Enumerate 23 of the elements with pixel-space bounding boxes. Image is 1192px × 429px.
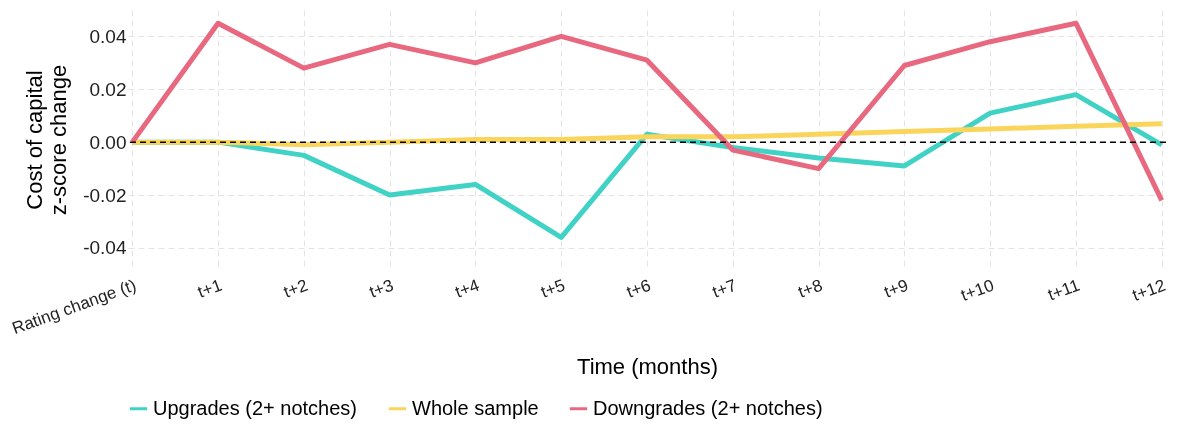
- y-tick-label: -0.04: [83, 237, 127, 259]
- x-tick-label: t+5: [538, 275, 568, 302]
- legend-label: Whole sample: [412, 396, 539, 419]
- y-axis-title: Cost of capital z-score change: [22, 64, 72, 216]
- x-tick-label: t+9: [881, 275, 911, 302]
- x-tick-label: t+2: [281, 275, 311, 302]
- x-tick-label: t+1: [195, 275, 225, 302]
- y-tick-label: 0.00: [89, 131, 127, 153]
- x-tick-label: t+8: [795, 275, 825, 302]
- legend-label: Upgrades (2+ notches): [153, 396, 358, 419]
- x-tick-label: t+7: [709, 275, 740, 302]
- x-tick-label: t+3: [366, 275, 396, 302]
- y-tick-label: 0.02: [89, 78, 127, 100]
- y-tick-label: -0.02: [83, 184, 127, 206]
- y-tick-label: 0.04: [89, 25, 127, 47]
- x-tick-label: Rating change (t): [9, 275, 139, 339]
- x-tick-label: t+11: [1045, 275, 1083, 305]
- x-tick-label: t+4: [452, 275, 482, 302]
- x-tick-label: t+12: [1129, 275, 1169, 305]
- x-axis-title: Time (months): [577, 354, 718, 380]
- legend-label: Downgrades (2+ notches): [593, 396, 823, 419]
- x-tick-label: t+10: [958, 275, 997, 305]
- x-tick-label: t+6: [624, 275, 654, 302]
